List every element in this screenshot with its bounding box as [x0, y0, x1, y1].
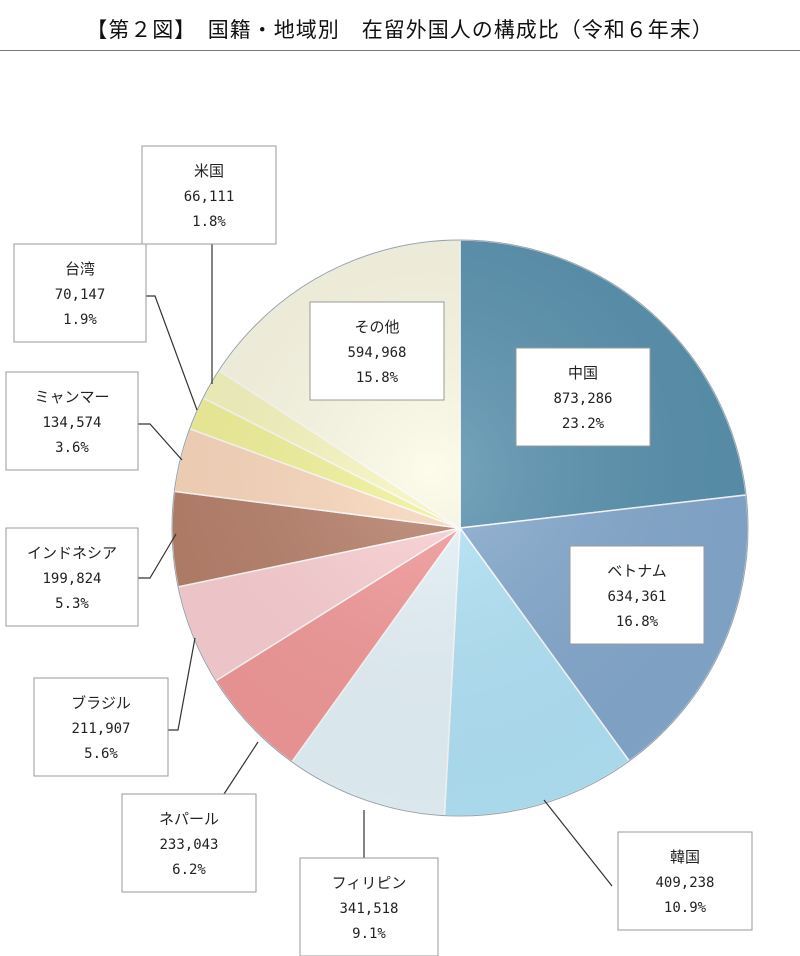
label-name: 韓国 — [670, 848, 700, 866]
label-box — [33, 677, 169, 777]
label-name: ブラジル — [71, 694, 131, 712]
label-name: 米国 — [194, 162, 224, 180]
page-title: 【第２図】 国籍・地域別 在留外国人の構成比（令和６年末） — [86, 18, 714, 42]
label-value: 199,824 — [42, 571, 101, 587]
slice-label-2: ベトナム 634,361 16.8% — [569, 545, 705, 645]
label-percent: 1.8% — [192, 214, 226, 230]
label-name: その他 — [354, 318, 399, 336]
label-box — [5, 371, 139, 471]
label-percent: 3.6% — [55, 440, 89, 456]
label-value: 341,518 — [339, 901, 398, 917]
slice-label-9: 台湾 70,147 1.9% — [13, 243, 147, 343]
label-box — [121, 793, 257, 893]
slice-label-3: 韓国 409,238 10.9% — [617, 831, 753, 931]
leader-line-7 — [138, 533, 177, 579]
label-percent: 5.6% — [84, 746, 118, 762]
label-value: 70,147 — [55, 287, 106, 303]
label-name: ネパール — [159, 810, 219, 828]
slice-label-7: インドネシア 199,824 5.3% — [5, 527, 139, 627]
label-box — [515, 347, 651, 447]
label-value: 873,286 — [553, 391, 612, 407]
label-box — [13, 243, 147, 343]
leader-line-9 — [146, 295, 198, 411]
label-percent: 15.8% — [356, 370, 399, 386]
label-percent: 1.9% — [63, 312, 97, 328]
label-value: 409,238 — [655, 875, 714, 891]
label-name: ミャンマー — [34, 388, 109, 406]
leader-line-3 — [543, 799, 613, 887]
leader-lines — [138, 244, 613, 887]
leader-line-6 — [168, 637, 196, 731]
slice-label-5: ネパール 233,043 6.2% — [121, 793, 257, 893]
slice-label-8: ミャンマー 134,574 3.6% — [5, 371, 139, 471]
pie-slices — [171, 239, 749, 817]
label-box — [299, 857, 439, 956]
label-name: フィリピン — [332, 874, 407, 892]
label-name: 中国 — [568, 364, 598, 382]
label-percent: 6.2% — [172, 862, 206, 878]
slice-label-1: 中国 873,286 23.2% — [515, 347, 651, 447]
label-value: 634,361 — [607, 589, 666, 605]
leader-line-5 — [223, 741, 259, 795]
title-divider — [0, 50, 800, 51]
label-name: 台湾 — [65, 260, 95, 278]
label-value: 211,907 — [71, 721, 130, 737]
label-value: 66,111 — [184, 189, 235, 205]
label-percent: 16.8% — [616, 614, 659, 630]
label-name: ベトナム — [607, 562, 667, 580]
label-value: 233,043 — [159, 837, 218, 853]
slice-label-6: ブラジル 211,907 5.6% — [33, 677, 169, 777]
slice-label-11: その他 594,968 15.8% — [309, 301, 445, 401]
label-box — [141, 145, 277, 245]
label-box — [617, 831, 753, 931]
label-value: 594,968 — [347, 345, 406, 361]
label-percent: 10.9% — [664, 900, 707, 916]
label-box — [5, 527, 139, 627]
label-box — [309, 301, 445, 401]
label-percent: 5.3% — [55, 596, 89, 612]
leader-line-8 — [138, 423, 183, 461]
slice-labels: 中国 873,286 23.2% ベトナム 634,361 16.8% 韓国 409,238 1… — [5, 145, 753, 956]
label-value: 134,574 — [42, 415, 101, 431]
label-percent: 9.1% — [352, 926, 386, 942]
label-box — [569, 545, 705, 645]
slice-label-10: 米国 66,111 1.8% — [141, 145, 277, 245]
label-name: インドネシア — [27, 544, 117, 562]
slice-label-4: フィリピン 341,518 9.1% — [299, 857, 439, 956]
label-percent: 23.2% — [562, 416, 605, 432]
